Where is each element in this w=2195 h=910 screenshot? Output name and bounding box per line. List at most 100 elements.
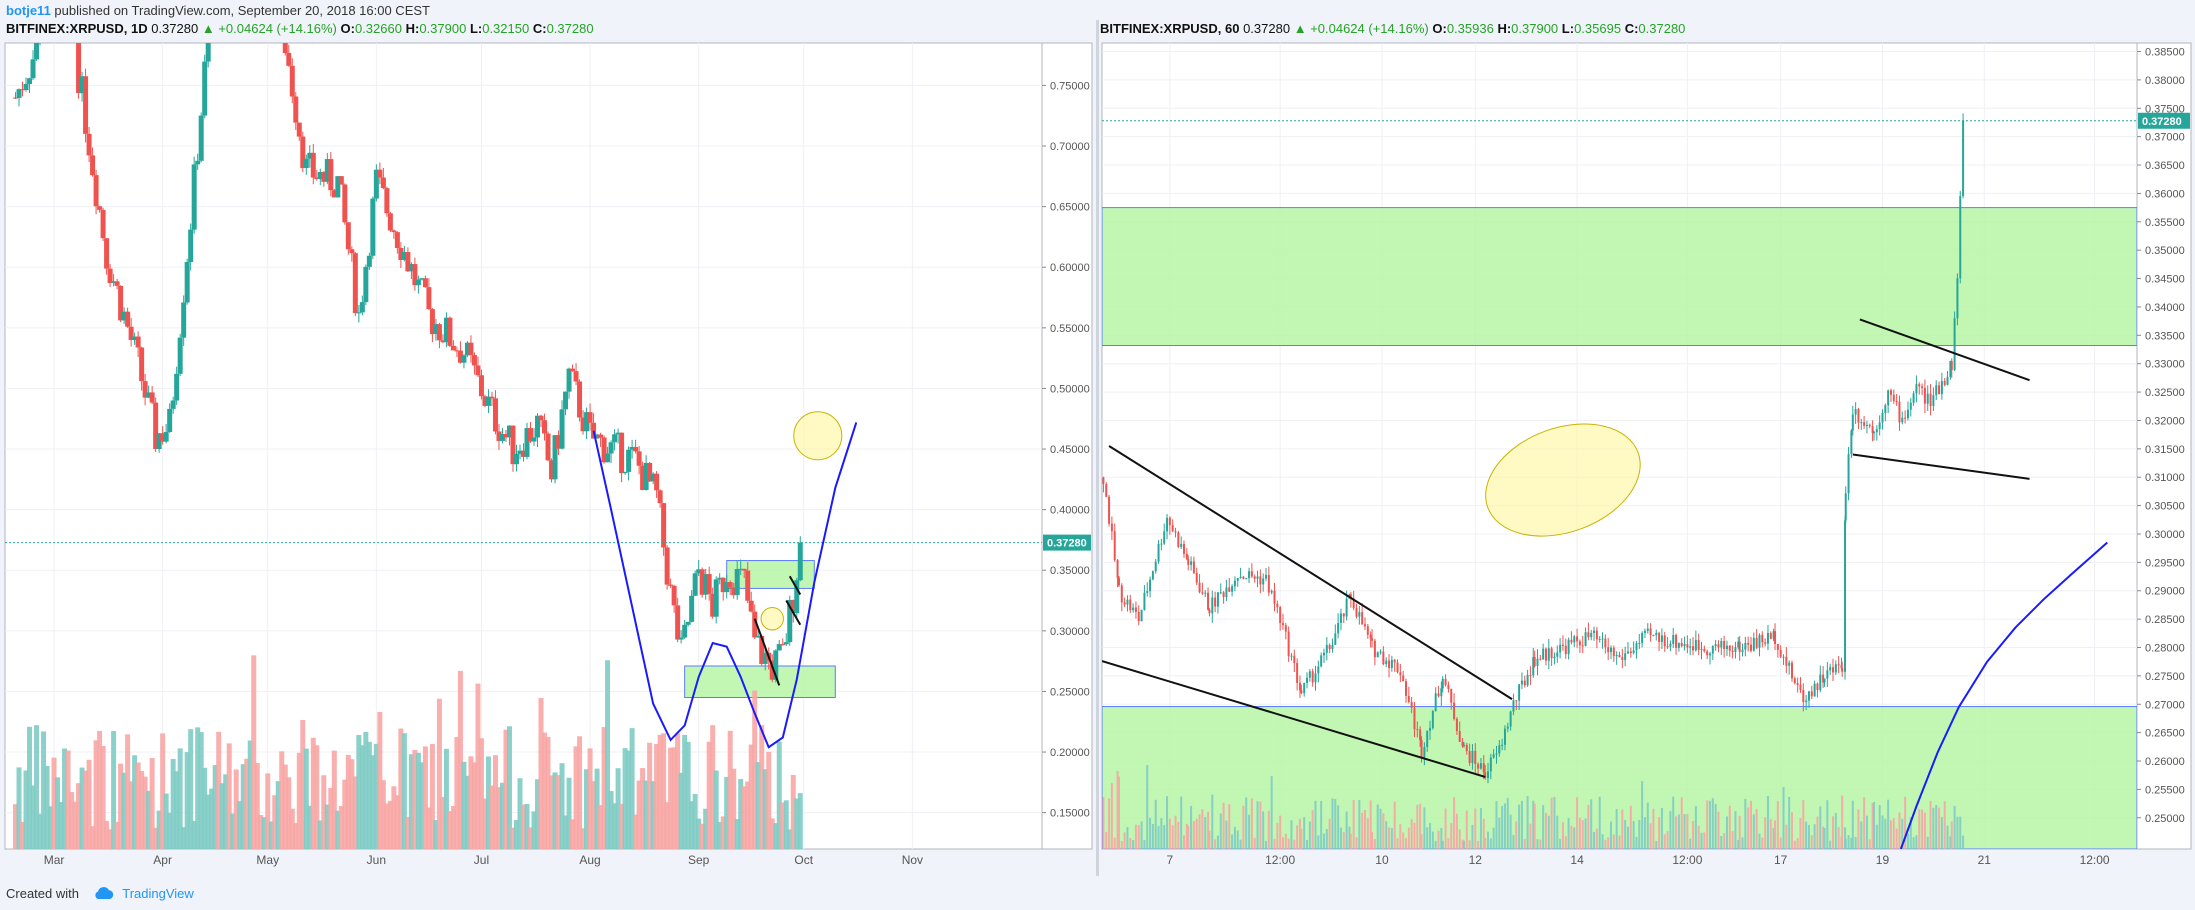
volume-bar: [170, 758, 176, 849]
candle-body: [149, 392, 155, 403]
candle-body: [556, 435, 562, 449]
candle-body: [1426, 730, 1429, 747]
candle-body: [1512, 700, 1515, 712]
candle-body: [377, 169, 383, 178]
volume-bar: [1666, 831, 1669, 849]
candle-body: [552, 435, 558, 480]
candle-body: [1962, 120, 1965, 197]
volume-bar: [1208, 830, 1211, 849]
candle-body: [79, 76, 85, 94]
right-open-key: O:: [1432, 21, 1447, 36]
y-tick-label: 0.70000: [1050, 141, 1090, 153]
volume-bar: [1163, 825, 1166, 849]
volume-bar: [1440, 827, 1443, 849]
volume-bar: [549, 775, 555, 849]
right-last-price: 0.37280: [1243, 21, 1291, 36]
y-tick-label: 0.35500: [2145, 217, 2185, 229]
candle-body: [317, 172, 323, 179]
candle-body: [1253, 576, 1256, 579]
volume-bar: [1281, 837, 1284, 849]
volume-bar: [605, 660, 611, 849]
candle-body: [1643, 630, 1646, 633]
candle-body: [682, 624, 688, 638]
candle-body: [93, 175, 99, 207]
x-tick-label: Jul: [474, 853, 489, 867]
candle-body: [1192, 561, 1195, 573]
volume-bar: [724, 776, 730, 849]
candle-body: [1308, 671, 1311, 678]
volume-bar: [118, 763, 124, 849]
candle-body: [1747, 642, 1750, 645]
volume-bar: [258, 814, 264, 849]
volume-bar: [1711, 798, 1714, 849]
author-link[interactable]: botje11: [6, 3, 51, 18]
panel-divider: [1096, 20, 1099, 876]
candle-body: [1154, 561, 1157, 572]
candle-body: [1331, 644, 1334, 650]
volume-bar: [135, 762, 141, 849]
candle-body: [1570, 639, 1573, 643]
volume-bar: [254, 762, 260, 849]
candle-body: [1382, 651, 1385, 665]
x-tick-label: Aug: [579, 853, 600, 867]
volume-bar: [202, 767, 208, 849]
candle-body: [433, 324, 439, 335]
volume-bar: [1943, 801, 1946, 849]
candle-body: [1940, 381, 1943, 395]
volume-bar: [1813, 824, 1816, 849]
right-symbol: BITFINEX:XRPUSD: [1100, 21, 1218, 36]
candle-body: [1658, 632, 1661, 642]
volume-bar: [240, 764, 246, 849]
volume-bar: [566, 777, 572, 849]
volume-bar: [1322, 833, 1325, 849]
volume-bar: [1898, 812, 1901, 849]
candle-body: [797, 542, 803, 581]
volume-bar: [766, 751, 772, 849]
candle-body: [1458, 731, 1461, 742]
candle-body: [633, 446, 639, 452]
volume-bar: [48, 806, 54, 849]
candle-body: [1953, 318, 1956, 371]
volume-bar: [528, 827, 534, 849]
volume-bar: [1308, 821, 1311, 849]
left-price-axis[interactable]: [1041, 42, 1093, 850]
candle-body: [1559, 644, 1562, 653]
candle-body: [1607, 647, 1610, 653]
volume-bar: [1921, 809, 1924, 849]
candle-body: [1369, 634, 1372, 639]
volume-bar: [125, 734, 131, 849]
volume-bar: [1938, 807, 1941, 849]
candle-body: [1471, 750, 1474, 764]
candle-body: [755, 635, 761, 638]
projection-curve: [1899, 541, 2108, 849]
candle-body: [83, 76, 89, 134]
candle-body: [1520, 680, 1523, 685]
volume-bar: [1373, 839, 1376, 849]
up-triangle-icon: ▲: [1293, 21, 1307, 36]
volume-bar: [1429, 822, 1432, 849]
volume-bar: [1349, 833, 1352, 849]
candle-body: [513, 453, 519, 465]
candle-body: [1160, 543, 1163, 545]
volume-bar: [622, 748, 628, 849]
volume-bar: [1694, 806, 1697, 849]
volume-bar: [265, 773, 271, 849]
volume-bar: [37, 813, 43, 849]
candle-body: [1889, 390, 1892, 395]
volume-bar: [513, 819, 519, 849]
volume-bar: [1149, 817, 1152, 849]
right-price-axis[interactable]: [2136, 42, 2192, 850]
candle-body: [727, 582, 733, 588]
volume-bar: [1404, 838, 1407, 849]
volume-bar: [1956, 816, 1959, 849]
tradingview-link[interactable]: TradingView: [122, 886, 194, 901]
volume-bar: [1116, 770, 1119, 849]
volume-bar: [1328, 818, 1331, 849]
volume-bar: [1584, 818, 1587, 849]
volume-bar: [1950, 821, 1953, 849]
trend-line: [753, 618, 781, 686]
volume-bar: [1738, 815, 1741, 849]
volume-bar: [1250, 798, 1253, 849]
volume-bar: [1506, 797, 1509, 849]
